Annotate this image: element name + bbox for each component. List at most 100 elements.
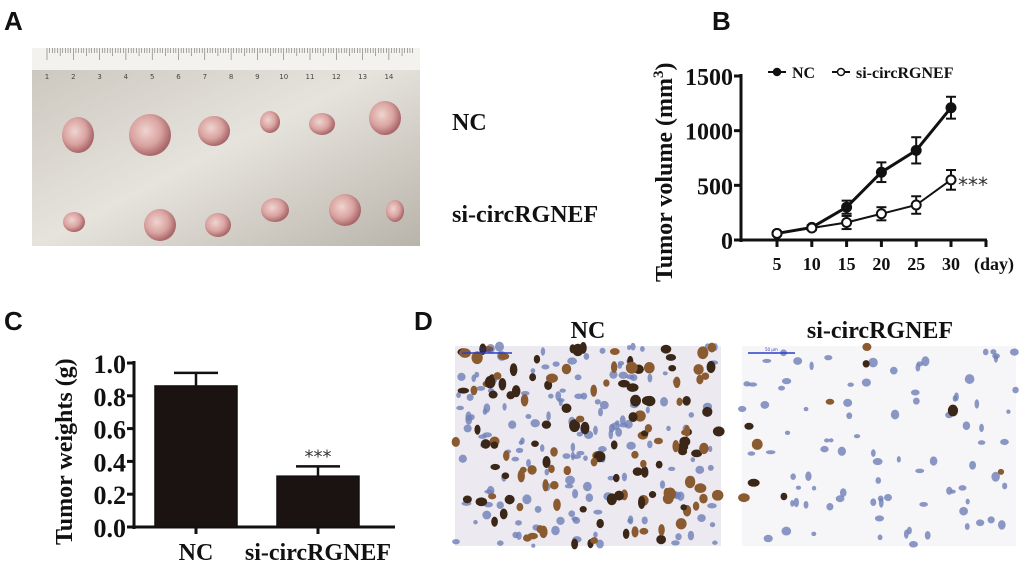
nucleus-blue [738,405,747,413]
nucleus-blue [921,356,930,367]
nucleus-positive [641,396,654,406]
nucleus-positive [628,412,638,423]
nucleus-blue [570,442,576,452]
nucleus-blue [544,468,550,476]
nucleus-positive [738,493,750,503]
tumor-nc [129,114,171,156]
nucleus-blue [872,458,883,466]
nucleus-blue [526,458,531,468]
nucleus-blue [1000,438,1009,446]
nucleus-blue [835,495,845,503]
nucleus-positive [610,440,618,450]
nucleus-blue [570,451,575,461]
y-tick-label: 1500 [685,65,733,91]
y-tick-label: 0.4 [94,448,127,477]
nucleus-positive [499,508,508,520]
nucleus-positive [676,397,683,407]
nucleus-blue [826,503,834,511]
nucleus-positive [490,441,499,449]
nucleus-positive [596,518,604,529]
nucleus-blue [530,419,540,428]
nucleus-positive [539,525,548,539]
nucleus-blue [457,372,466,381]
ruler-number: 1 [45,73,49,81]
nucleus-positive [682,395,691,406]
nucleus-positive [580,421,590,435]
x-tick-label: 5 [773,254,782,274]
nucleus-blue [458,454,467,463]
nucleus-positive [491,516,498,527]
nucleus-blue [992,353,1000,359]
nucleus-blue [647,440,653,449]
nucleus-blue [765,450,776,455]
panel-label-c: C [4,306,23,336]
nucleus-blue [463,424,472,433]
nucleus-positive [684,475,696,489]
nucleus-positive [622,528,630,540]
nucleus-blue [626,441,636,450]
nucleus-blue [496,540,504,546]
nucleus-blue [607,475,615,481]
nucleus-blue [557,398,565,403]
nucleus-positive [672,439,680,453]
nucleus-blue [565,475,575,485]
nucleus-positive [520,394,529,407]
nucleus-blue [593,531,598,538]
nucleus-blue [843,398,853,407]
nucleus-blue [747,451,756,456]
nucleus-blue [803,500,809,509]
nucleus-positive [711,489,724,501]
nucleus-positive [679,436,691,447]
nucleus-blue [853,434,861,439]
ruler-number: 5 [150,73,154,81]
nucleus-blue [478,434,487,439]
x-axis-label: (day) [974,254,1014,275]
series-line [776,179,952,235]
nucleus-blue [564,483,574,489]
nucleus-blue [552,361,560,367]
ruler-number: 6 [176,73,181,81]
y-tick-label: 1.0 [94,350,127,379]
bar-chart: 0.0 0.2 0.4 0.6 0.8 1.0 NC si-circRGNEF *** [94,350,395,564]
nucleus-blue [594,399,601,405]
nucleus-blue [615,420,620,426]
nucleus-blue [576,431,583,437]
nucleus-positive [479,343,487,355]
nucleus-positive [529,373,537,382]
panel-label-b: B [712,6,731,36]
nucleus-positive [457,387,470,394]
nucleus-blue [889,366,898,375]
tumor-nc [198,116,230,146]
nucleus-positive [706,360,716,374]
nucleus-blue [539,444,545,452]
nucleus-positive [668,364,677,372]
nucleus-positive [488,493,497,500]
nucleus-blue [627,344,632,351]
nucleus-blue [562,453,571,459]
nucleus-positive [501,472,510,480]
nucleus-positive [462,495,472,504]
tumor-nc [309,113,335,135]
data-point [806,222,818,234]
nucleus-blue [571,516,579,522]
nucleus-positive [997,468,1005,475]
nucleus-blue [820,445,829,453]
nucleus-blue [548,393,554,399]
ruler-number: 9 [255,73,259,81]
tumor-nc [62,117,94,153]
nucleus-blue [790,473,796,480]
nucleus-positive [493,372,502,380]
nucleus-blue [668,466,676,472]
nucleus-positive [707,342,717,353]
nucleus-blue [743,381,751,387]
nucleus-positive [571,538,579,550]
nucleus-positive [590,384,598,397]
nucleus-blue [793,497,800,508]
nucleus-positive [527,465,537,475]
nucleus-blue [709,522,716,528]
nucleus-blue [790,499,795,507]
nucleus-blue [781,377,792,385]
nucleus-positive [655,460,663,469]
nucleus-blue [977,440,986,445]
